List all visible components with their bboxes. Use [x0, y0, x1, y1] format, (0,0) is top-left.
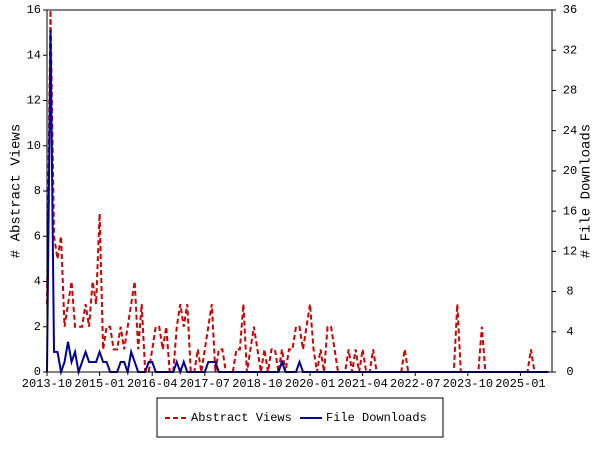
y2-tick-label: 24 — [563, 124, 577, 138]
y2-tick-label: 32 — [563, 43, 577, 57]
y-tick-label: 0 — [34, 365, 41, 379]
legend-label: Abstract Views — [191, 411, 292, 425]
y-tick-label: 2 — [34, 320, 41, 334]
y-tick-label: 8 — [34, 184, 41, 198]
y-tick-label: 10 — [27, 139, 41, 153]
series-line — [46, 9, 549, 373]
y2-tick-label: 20 — [563, 164, 577, 178]
y-axis-label: # Abstract Views — [9, 124, 25, 258]
y2-tick-label: 4 — [566, 325, 573, 339]
x-tick-label: 2020-01 — [285, 377, 335, 391]
x-tick-label: 2018-10 — [232, 377, 282, 391]
x-tick-label: 2022-07 — [390, 377, 440, 391]
y-tick-label: 16 — [27, 3, 41, 17]
x-tick-label: 2015-01 — [74, 377, 124, 391]
y-tick-label: 6 — [34, 229, 41, 243]
y-tick-label: 12 — [27, 94, 41, 108]
y-tick-label: 4 — [34, 275, 41, 289]
y2-tick-label: 16 — [563, 204, 577, 218]
plot-frame — [46, 9, 553, 373]
y2-tick-label: 8 — [566, 285, 573, 299]
x-tick-label: 2021-04 — [337, 377, 387, 391]
y2-tick-label: 36 — [563, 3, 577, 17]
x-tick-label: 2016-04 — [127, 377, 177, 391]
legend-label: File Downloads — [326, 411, 427, 425]
x-tick-label: 2023-10 — [443, 377, 493, 391]
y2-tick-label: 0 — [566, 365, 573, 379]
y-tick-label: 14 — [27, 48, 41, 62]
x-tick-label: 2013-10 — [22, 377, 72, 391]
y2-tick-label: 28 — [563, 84, 577, 98]
y2-tick-label: 12 — [563, 245, 577, 259]
x-tick-label: 2025-01 — [495, 377, 545, 391]
x-tick-label: 2017-07 — [180, 377, 230, 391]
y2-axis-label: # File Downloads — [579, 124, 595, 258]
